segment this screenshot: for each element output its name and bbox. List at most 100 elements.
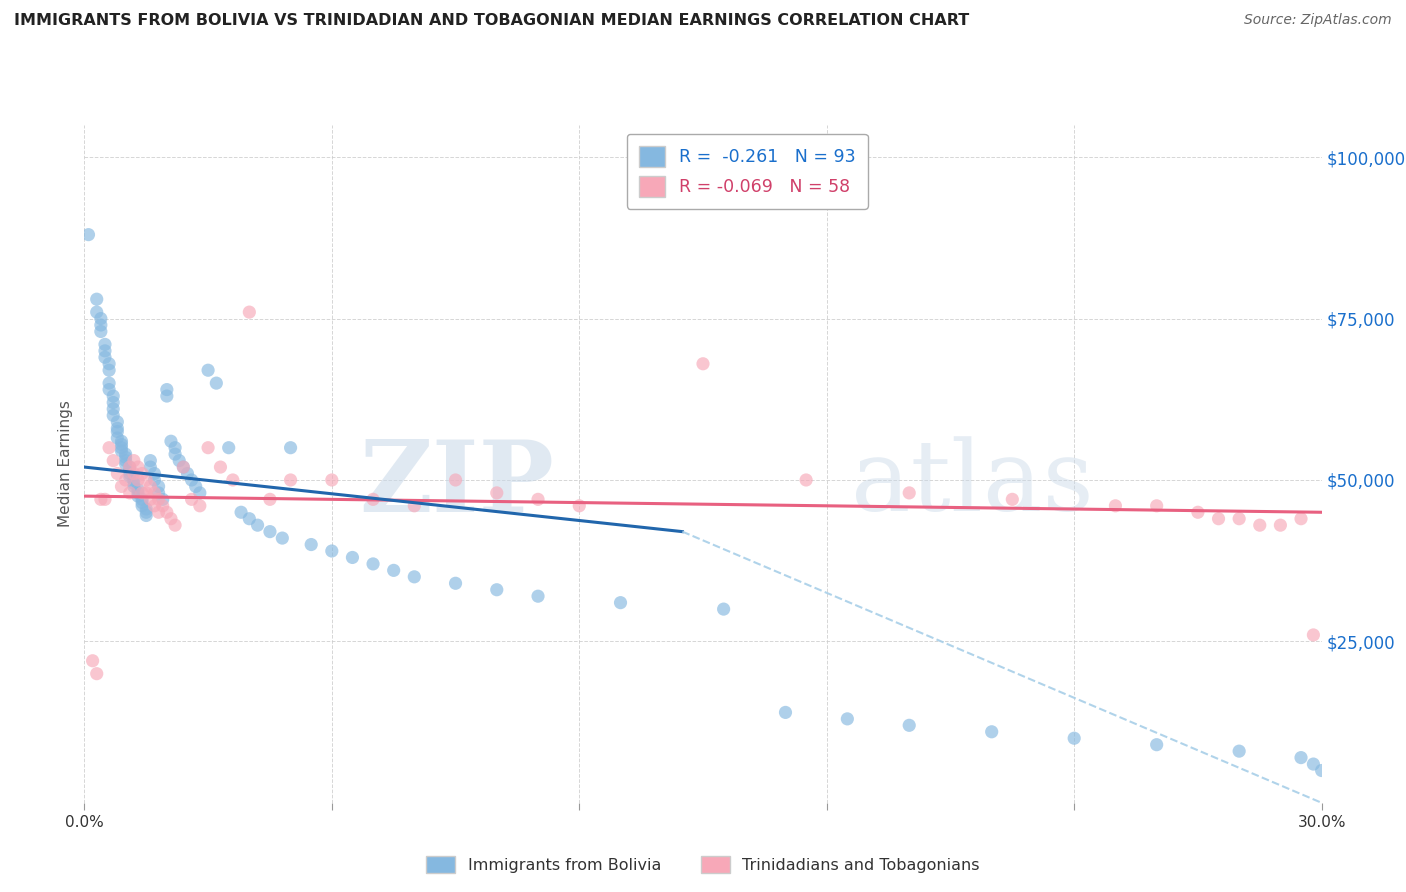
- Point: [94, 337, 117, 351]
- Point: [143, 486, 166, 500]
- Text: Source: ZipAtlas.com: Source: ZipAtlas.com: [1244, 13, 1392, 28]
- Point: [139, 453, 162, 467]
- Point: [110, 479, 132, 493]
- Point: [127, 460, 149, 475]
- Point: [86, 292, 108, 306]
- Point: [110, 437, 132, 451]
- Point: [271, 531, 294, 545]
- Point: [86, 305, 108, 319]
- Point: [1146, 738, 1168, 752]
- Point: [122, 476, 145, 491]
- Point: [152, 499, 174, 513]
- Point: [118, 469, 141, 483]
- Point: [127, 486, 149, 500]
- Point: [114, 473, 136, 487]
- Point: [156, 389, 179, 403]
- Point: [382, 563, 405, 577]
- Text: IMMIGRANTS FROM BOLIVIA VS TRINIDADIAN AND TOBAGONIAN MEDIAN EARNINGS CORRELATIO: IMMIGRANTS FROM BOLIVIA VS TRINIDADIAN A…: [14, 13, 969, 29]
- Point: [180, 492, 202, 507]
- Point: [299, 537, 322, 551]
- Y-axis label: Median Earnings: Median Earnings: [58, 401, 73, 527]
- Point: [94, 492, 117, 507]
- Point: [444, 473, 467, 487]
- Legend: R =  -0.261   N = 93, R = -0.069   N = 58: R = -0.261 N = 93, R = -0.069 N = 58: [627, 134, 868, 209]
- Point: [131, 495, 153, 509]
- Point: [321, 473, 343, 487]
- Point: [131, 499, 153, 513]
- Point: [568, 499, 591, 513]
- Point: [103, 409, 125, 423]
- Point: [259, 492, 281, 507]
- Point: [229, 505, 252, 519]
- Point: [1227, 744, 1250, 758]
- Point: [118, 463, 141, 477]
- Point: [165, 447, 187, 461]
- Point: [135, 486, 157, 500]
- Point: [361, 557, 384, 571]
- Point: [404, 570, 426, 584]
- Point: [238, 305, 260, 319]
- Point: [90, 318, 112, 332]
- Point: [105, 425, 128, 439]
- Point: [361, 492, 384, 507]
- Point: [342, 550, 364, 565]
- Point: [180, 473, 202, 487]
- Point: [143, 499, 166, 513]
- Point: [1227, 512, 1250, 526]
- Point: [86, 666, 108, 681]
- Point: [1063, 731, 1085, 746]
- Point: [1310, 764, 1333, 778]
- Point: [105, 421, 128, 435]
- Point: [218, 441, 240, 455]
- Point: [485, 486, 508, 500]
- Point: [122, 479, 145, 493]
- Point: [127, 483, 149, 497]
- Point: [775, 706, 797, 720]
- Text: ZIP: ZIP: [360, 435, 554, 533]
- Point: [238, 512, 260, 526]
- Point: [103, 401, 125, 416]
- Point: [205, 376, 228, 391]
- Point: [160, 512, 183, 526]
- Point: [1146, 499, 1168, 513]
- Point: [188, 499, 211, 513]
- Point: [898, 718, 921, 732]
- Legend: Immigrants from Bolivia, Trinidadians and Tobagonians: Immigrants from Bolivia, Trinidadians an…: [419, 849, 987, 880]
- Point: [152, 492, 174, 507]
- Point: [118, 460, 141, 475]
- Point: [176, 467, 198, 481]
- Point: [103, 395, 125, 409]
- Point: [172, 460, 194, 475]
- Point: [122, 453, 145, 467]
- Point: [1249, 518, 1271, 533]
- Point: [321, 544, 343, 558]
- Point: [444, 576, 467, 591]
- Point: [122, 467, 145, 481]
- Point: [259, 524, 281, 539]
- Point: [485, 582, 508, 597]
- Point: [114, 457, 136, 471]
- Point: [172, 460, 194, 475]
- Point: [898, 486, 921, 500]
- Point: [184, 479, 207, 493]
- Point: [148, 505, 170, 519]
- Point: [156, 383, 179, 397]
- Point: [197, 363, 219, 377]
- Point: [197, 441, 219, 455]
- Point: [98, 441, 121, 455]
- Point: [110, 434, 132, 449]
- Point: [980, 724, 1002, 739]
- Point: [713, 602, 735, 616]
- Point: [98, 357, 121, 371]
- Point: [527, 589, 550, 603]
- Point: [135, 502, 157, 516]
- Point: [794, 473, 817, 487]
- Point: [188, 486, 211, 500]
- Point: [139, 479, 162, 493]
- Point: [135, 508, 157, 523]
- Point: [1289, 750, 1312, 764]
- Point: [110, 444, 132, 458]
- Point: [1001, 492, 1024, 507]
- Point: [148, 492, 170, 507]
- Point: [118, 460, 141, 475]
